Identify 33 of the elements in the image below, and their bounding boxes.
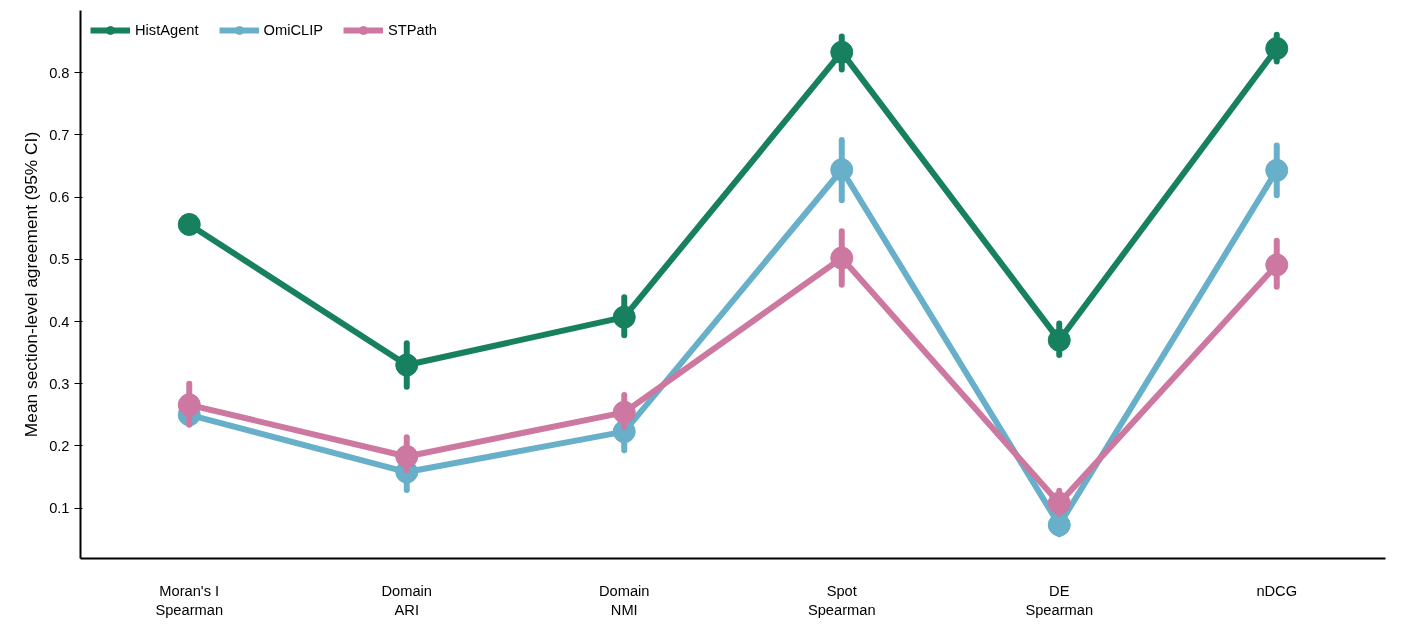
point [1265,158,1289,182]
y-tick-label: 0.4 [49,313,70,330]
y-tick-label: 0.2 [49,437,70,454]
point [830,40,854,64]
point [177,213,201,236]
y-tick-label: 0.1 [49,500,70,517]
x-tick-label: Domain ARI [381,582,433,618]
y-tick-label: 0.6 [49,189,70,206]
x-tick-label: DE Spearman [1025,582,1094,618]
point [1265,36,1289,60]
x-tick-label: Moran's I Spearman [155,582,224,618]
y-tick-label: 0.3 [49,375,70,392]
point [1047,513,1071,537]
point [177,393,201,417]
point [830,246,854,270]
point [395,445,419,468]
point [612,400,636,424]
x-tick-label: Domain NMI [599,582,650,618]
y-tick-label: 0.5 [49,251,70,268]
point [612,305,636,329]
x-tick-label: nDCG [1256,582,1298,599]
y-tick-label: 0.7 [49,126,70,143]
legend-label: OmiCLIP [263,22,323,38]
point [1265,253,1289,277]
point [395,353,419,377]
point [1047,491,1071,515]
x-tick-label: Spot Spearman [807,582,876,618]
point [1047,328,1071,352]
y-axis-title: Mean section-level agreement (95% CI) [21,131,42,438]
y-tick-label: 0.8 [49,64,70,81]
legend-label: HistAgent [135,22,199,38]
legend-label: STPath [388,22,437,38]
point [830,158,854,182]
